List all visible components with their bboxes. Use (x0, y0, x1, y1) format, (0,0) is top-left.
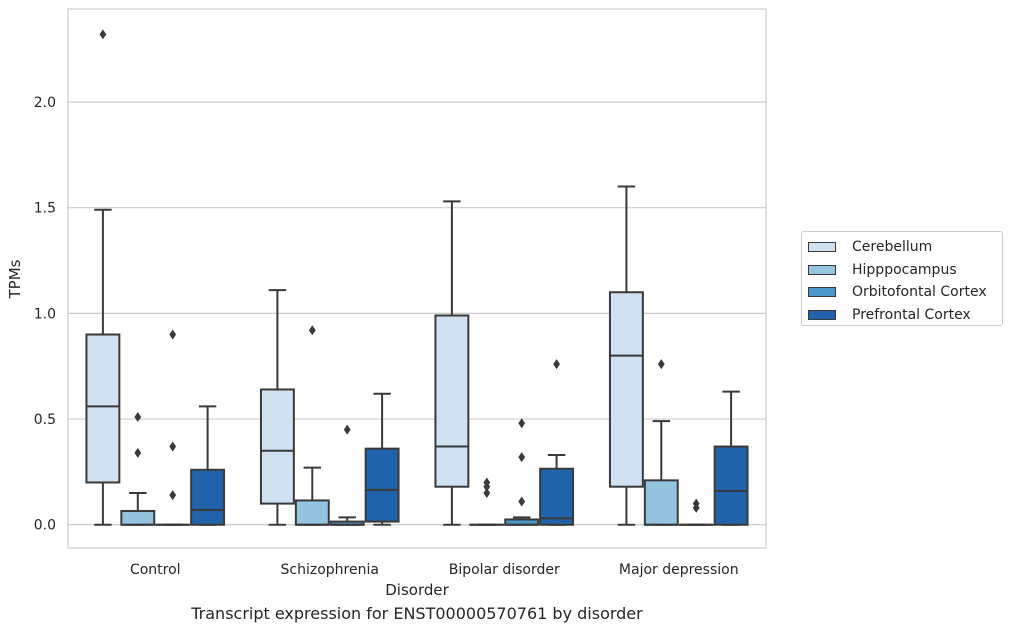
box-body (364, 447, 400, 523)
y-tick-labels: 0.0 0.5 1.0 1.5 2.0 (34, 95, 56, 534)
x-tick-label: Control (130, 562, 181, 578)
legend-item: Prefrontal Cortex (808, 304, 1002, 327)
legend-swatch (808, 287, 836, 298)
legend-swatch (808, 242, 836, 253)
legend-label: Orbitofontal Cortex (852, 284, 987, 301)
outlier-point (99, 29, 107, 40)
box-orbitofontal-cortex (678, 498, 714, 526)
x-tick-label: Bipolar disorder (449, 562, 560, 578)
box-hipppocampus (120, 411, 156, 526)
box-cerebellum (608, 185, 644, 526)
plot-frame (67, 8, 767, 549)
outlier-point (657, 359, 665, 370)
chart-caption: Transcript expression for ENST0000057076… (191, 604, 643, 623)
box-hipppocampus (643, 359, 679, 526)
box-body (434, 314, 470, 488)
outlier-point (692, 498, 700, 509)
box-orbitofontal-cortex (155, 329, 191, 526)
legend-item: Hipppocampus (808, 259, 1002, 282)
box-body (120, 510, 156, 526)
y-axis-title: TPMs (6, 259, 24, 299)
box-orbitofontal-cortex (504, 418, 540, 526)
box-prefrontal-cortex (713, 390, 749, 526)
legend: Cerebellum Hipppocampus Orbitofontal Corte… (801, 231, 1003, 326)
y-tick-label: 0.0 (34, 518, 56, 534)
y-tick-label: 1.5 (34, 201, 56, 217)
legend-item: Cerebellum (808, 236, 1002, 259)
outlier-point (483, 488, 491, 499)
box-body (713, 445, 749, 526)
legend-item: Orbitofontal Cortex (808, 281, 1002, 304)
x-tick-labels: Control Schizophrenia Bipolar disorder Majo… (130, 562, 739, 578)
box-body (259, 388, 295, 505)
box-prefrontal-cortex (364, 392, 400, 526)
box-cerebellum (434, 200, 470, 526)
outlier-point (169, 490, 177, 501)
box-orbitofontal-cortex (329, 424, 365, 526)
outlier-point (518, 496, 526, 507)
box-prefrontal-cortex (539, 359, 575, 526)
x-axis-title: Disorder (385, 581, 449, 599)
box-hipppocampus (294, 325, 330, 526)
box-prefrontal-cortex (190, 405, 226, 526)
box-body (85, 333, 121, 484)
outlier-point (134, 411, 142, 422)
box-body (190, 468, 226, 526)
box-series (85, 29, 749, 526)
y-tick-label: 0.5 (34, 412, 56, 428)
y-tick-label: 2.0 (34, 95, 56, 111)
box-body (608, 291, 644, 488)
box-body (539, 467, 575, 526)
y-tick-label: 1.0 (34, 306, 56, 322)
outlier-point (308, 325, 316, 336)
outlier-point (553, 359, 560, 370)
box-cerebellum (85, 29, 121, 526)
box-cerebellum (259, 289, 295, 526)
outlier-point (169, 329, 177, 340)
legend-swatch (808, 309, 836, 320)
outlier-point (518, 452, 526, 463)
box-hipppocampus (469, 477, 505, 526)
outlier-point (518, 418, 526, 429)
box-body (294, 499, 330, 526)
legend-label: Prefrontal Cortex (852, 306, 971, 323)
legend-label: Cerebellum (852, 239, 933, 256)
outlier-point (169, 441, 177, 452)
outlier-point (343, 424, 351, 435)
x-tick-label: Major depression (619, 562, 739, 578)
x-tick-label: Schizophrenia (281, 562, 379, 578)
outlier-point (483, 477, 491, 488)
box-body (643, 479, 679, 526)
legend-swatch (808, 264, 836, 275)
outlier-point (134, 447, 142, 458)
legend-label: Hipppocampus (852, 261, 957, 278)
